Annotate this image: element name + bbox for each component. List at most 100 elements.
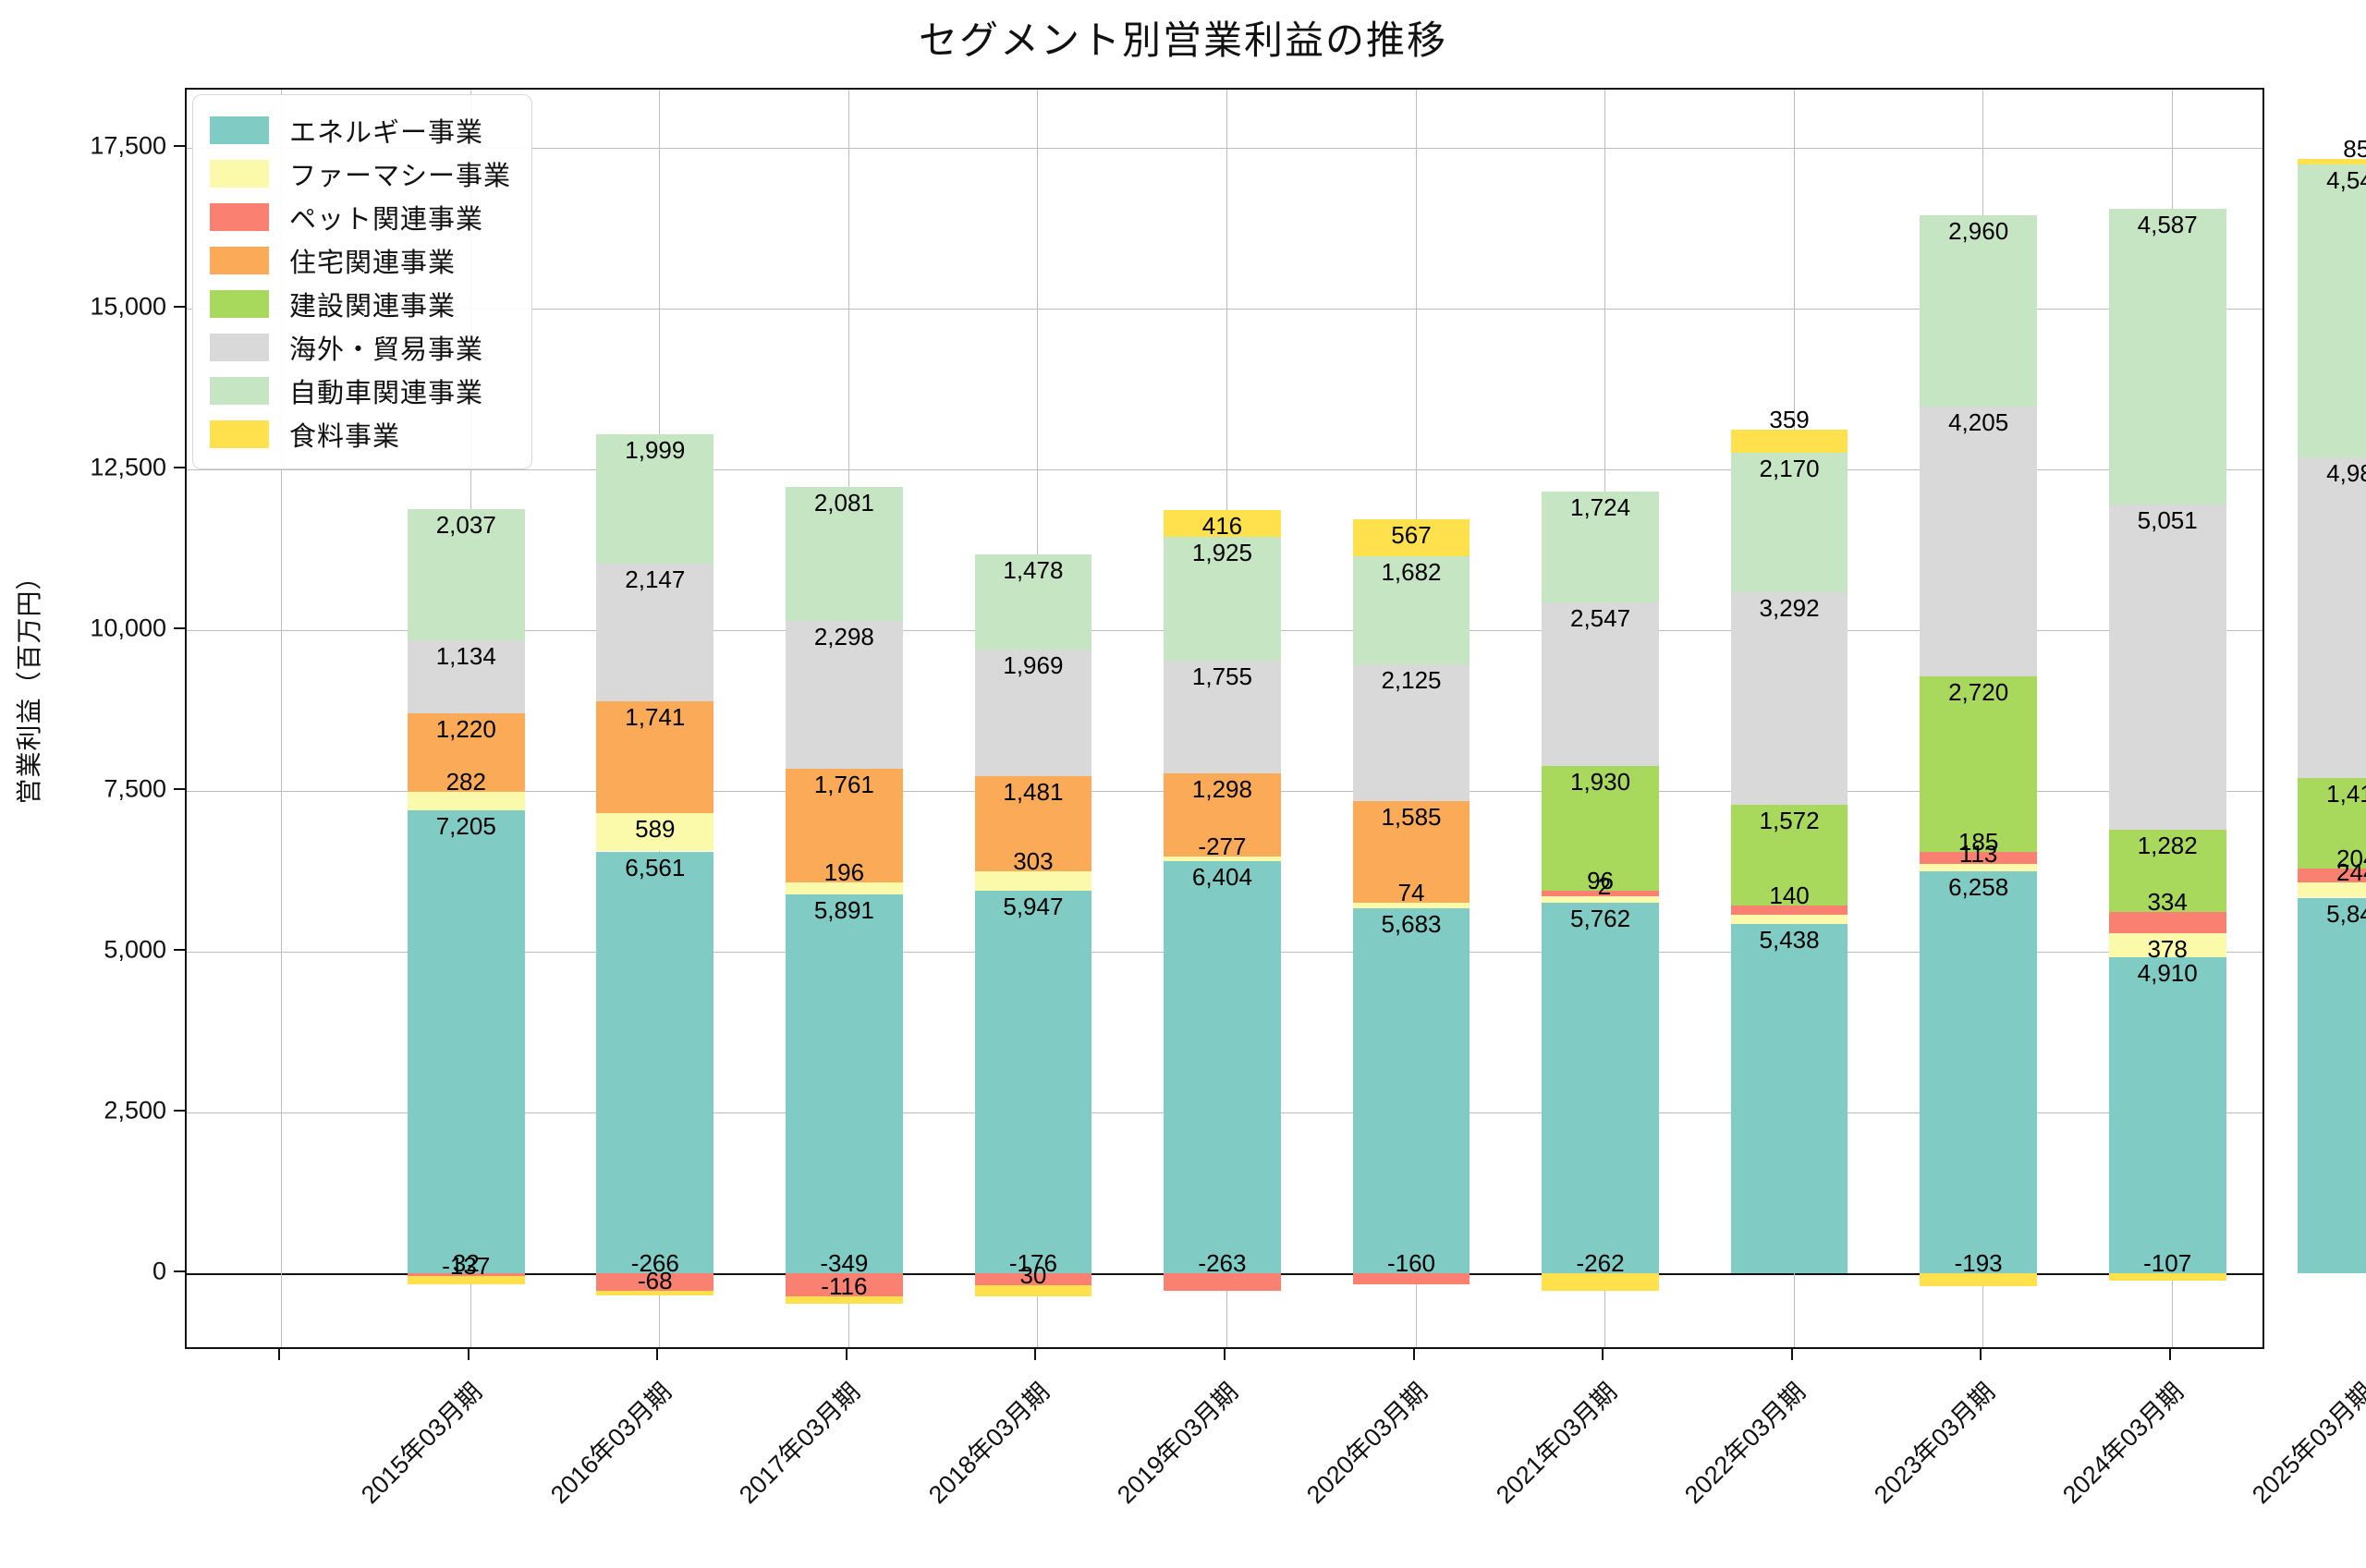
- legend-item[interactable]: 住宅関連事業: [210, 238, 511, 282]
- bar-segment[interactable]: [1730, 453, 1848, 593]
- bar-segment[interactable]: [1920, 851, 2038, 864]
- bar-segment[interactable]: [1352, 903, 1470, 908]
- bar-segment[interactable]: [2108, 829, 2226, 912]
- bar-group[interactable]: 2,960 4,205 2,720 185 113 6,258 -193: [1920, 90, 2038, 1347]
- bar-segment[interactable]: [1730, 923, 1848, 1274]
- bar-segment[interactable]: [1164, 857, 1281, 862]
- bar-segment[interactable]: [407, 1275, 525, 1285]
- bar-segment[interactable]: [407, 792, 525, 810]
- bar-segment[interactable]: [1542, 602, 1659, 767]
- bar-segment[interactable]: [785, 894, 903, 1274]
- bar-group[interactable]: 1,478 30 1,969 1,481 303 5,947 -176: [974, 90, 1092, 1347]
- bar-segment[interactable]: [1352, 907, 1470, 1274]
- bar-segment[interactable]: [596, 851, 714, 1274]
- bar-segment[interactable]: [1730, 430, 1848, 454]
- x-tick-mark: [2168, 1349, 2171, 1360]
- bar-segment[interactable]: [1164, 1273, 1281, 1291]
- legend-item[interactable]: 食料事業: [210, 412, 511, 456]
- bar-segment[interactable]: [2108, 933, 2226, 958]
- bar-group[interactable]: 4,587 5,051 1,282 334 378 4,910 -107: [2108, 90, 2226, 1347]
- bar-segment[interactable]: [1352, 1273, 1470, 1284]
- bar-segment[interactable]: [2298, 881, 2366, 898]
- bar-segment[interactable]: [1542, 890, 1659, 897]
- bar-segment[interactable]: [2298, 897, 2366, 1274]
- bar-segment[interactable]: [2108, 1273, 2226, 1281]
- bar-group[interactable]: 2,081 2,298 1,761 196 5,891 -116 -349: [785, 90, 903, 1347]
- legend-item[interactable]: 海外・貿易事業: [210, 325, 511, 369]
- bar-segment[interactable]: [2298, 456, 2366, 778]
- bar-group[interactable]: 416 1,925 1,755 1,298 6,404 -277 -263: [1164, 90, 1281, 1347]
- legend-item[interactable]: エネルギー事業: [210, 108, 511, 152]
- bar-segment[interactable]: [2108, 209, 2226, 504]
- bar-segment[interactable]: [785, 881, 903, 895]
- bar-segment[interactable]: [596, 1273, 714, 1291]
- bar-segment[interactable]: [407, 509, 525, 641]
- bar-segment[interactable]: [1352, 664, 1470, 802]
- bar-group[interactable]: 854,547 4,986 1,413 204244 5,843: [2298, 90, 2366, 1347]
- bar-segment[interactable]: [1920, 870, 2038, 1274]
- bar-segment[interactable]: [2298, 869, 2366, 882]
- legend-item[interactable]: 建設関連事業: [210, 282, 511, 325]
- legend-item[interactable]: ファーマシー事業: [210, 152, 511, 195]
- bar-segment[interactable]: [1730, 906, 1848, 915]
- bar-group[interactable]: 567 1,682 2,125 1,585 74 5,683 -160: [1352, 90, 1470, 1347]
- bar-segment[interactable]: [1920, 406, 2038, 677]
- bar-segment[interactable]: [1920, 1273, 2038, 1286]
- bar-segment[interactable]: [596, 701, 714, 814]
- bar-segment[interactable]: [785, 620, 903, 769]
- legend-item[interactable]: 自動車関連事業: [210, 369, 511, 412]
- bar-segment[interactable]: [1542, 1273, 1659, 1291]
- bar-segment[interactable]: [2108, 911, 2226, 934]
- bar-segment[interactable]: [1164, 772, 1281, 857]
- legend-item[interactable]: ペット関連事業: [210, 195, 511, 238]
- bar-segment[interactable]: [2298, 164, 2366, 457]
- bar-segment[interactable]: [785, 768, 903, 882]
- bar-segment[interactable]: [1542, 903, 1659, 1274]
- bar-segment[interactable]: [596, 813, 714, 852]
- bar-segment[interactable]: [1730, 804, 1848, 906]
- bar-segment[interactable]: [974, 649, 1092, 777]
- bar-group[interactable]: 1,999 2,147 1,741 589 6,561 -68 -266: [596, 90, 714, 1347]
- bar-segment[interactable]: [974, 871, 1092, 892]
- bar-segment[interactable]: [1164, 509, 1281, 537]
- bar-segment[interactable]: [1352, 801, 1470, 904]
- bar-segment[interactable]: [596, 563, 714, 702]
- bar-segment[interactable]: [407, 640, 525, 714]
- bar-segment[interactable]: [407, 809, 525, 1274]
- bar-group[interactable]: 2,037 1,134 1,220 282 32 7,205 -137: [407, 90, 525, 1347]
- bar-segment[interactable]: [407, 713, 525, 792]
- bar-segment[interactable]: [596, 434, 714, 564]
- bar-segment[interactable]: [974, 1284, 1092, 1296]
- bar-segment[interactable]: [785, 1273, 903, 1296]
- bar-segment[interactable]: [974, 1273, 1092, 1285]
- bar-segment[interactable]: [1920, 863, 2038, 871]
- y-tick-label: 17,500: [90, 131, 166, 160]
- bar-group[interactable]: 359 2,170 3,292 1,572 140 5,438: [1730, 90, 1848, 1347]
- bar-segment[interactable]: [2108, 957, 2226, 1274]
- y-tick-label: 10,000: [90, 614, 166, 642]
- bar-segment[interactable]: [1542, 766, 1659, 891]
- bar-value-label: 85: [2343, 135, 2366, 164]
- bar-segment[interactable]: [2298, 777, 2366, 869]
- bar-segment[interactable]: [1352, 519, 1470, 556]
- bar-segment[interactable]: [1730, 914, 1848, 924]
- bar-segment[interactable]: [1164, 536, 1281, 661]
- bar-segment[interactable]: [1164, 861, 1281, 1274]
- bar-segment[interactable]: [2298, 159, 2366, 164]
- bar-segment[interactable]: [974, 553, 1092, 650]
- bar-segment[interactable]: [1920, 676, 2038, 852]
- bar-group[interactable]: 1,724 2,547 1,930 96 5,762 -2 -262: [1542, 90, 1659, 1347]
- bar-segment[interactable]: [596, 1290, 714, 1295]
- bar-segment[interactable]: [1352, 555, 1470, 665]
- bar-segment[interactable]: [2108, 504, 2226, 830]
- bar-segment[interactable]: [1542, 896, 1659, 904]
- bar-segment[interactable]: [1920, 215, 2038, 407]
- bar-segment[interactable]: [974, 776, 1092, 872]
- bar-segment[interactable]: [1164, 660, 1281, 773]
- bar-segment[interactable]: [785, 1295, 903, 1304]
- bar-segment[interactable]: [974, 891, 1092, 1274]
- bar-segment[interactable]: [1730, 592, 1848, 805]
- bar-segment[interactable]: [785, 486, 903, 621]
- bar-segment[interactable]: [1542, 491, 1659, 602]
- bar-segment[interactable]: [407, 1273, 525, 1276]
